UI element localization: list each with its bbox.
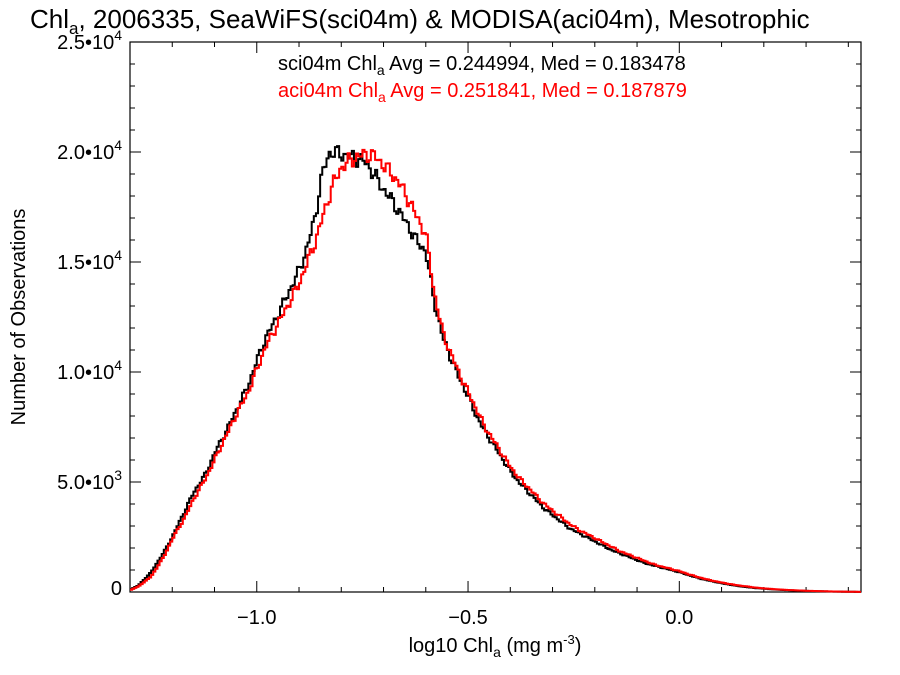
y-tick-label: 1.0•104 [57,357,122,384]
axis-ticks [129,41,861,593]
series-line-sci04m [130,145,861,593]
chart-title: Chla, 2006335, SeaWiFS(sci04m) & MODISA(… [30,4,810,38]
plot-frame [129,41,862,593]
stats-label-sci04m: sci04m Chla Avg = 0.244994, Med = 0.1834… [278,53,686,78]
x-axis-label: log10 Chla (mg m-3) [409,632,582,660]
y-tick-label: 5.0•103 [57,467,122,494]
series-line-aci04m [130,148,861,593]
y-tick-label: 0 [111,578,122,600]
x-tick-label: −1.0 [237,607,276,629]
y-axis-label: Number of Observations [8,209,30,426]
y-tick-label: 2.5•104 [57,27,122,54]
y-tick-label: 1.5•104 [57,247,122,274]
y-tick-labels: 0 5.0•103 1.0•104 1.5•104 2.0•104 2.5•104 [57,27,122,600]
y-tick-label: 2.0•104 [57,137,122,164]
stats-label-aci04m: aci04m Chla Avg = 0.251841, Med = 0.1878… [278,80,687,105]
x-tick-label: 0.0 [665,607,693,629]
x-tick-label: −0.5 [448,607,487,629]
x-tick-labels: −1.0 −0.5 0.0 [237,607,693,629]
